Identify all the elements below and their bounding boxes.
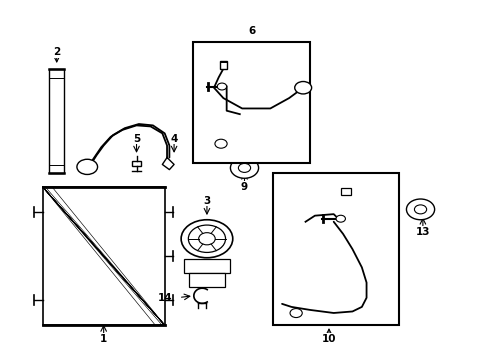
Circle shape [215,139,226,148]
Text: 1: 1 [100,334,107,344]
Circle shape [181,220,232,258]
Circle shape [217,83,226,90]
Circle shape [188,225,225,252]
Text: 5: 5 [133,134,140,144]
Bar [272,173,399,325]
Text: 13: 13 [415,227,429,237]
Circle shape [289,309,302,318]
Text: 8: 8 [254,58,262,67]
Circle shape [238,163,250,172]
Text: 9: 9 [241,182,247,192]
Text: 7: 7 [191,85,199,95]
Circle shape [294,81,311,94]
Bar [183,260,230,273]
Bar [340,188,350,195]
Text: 11: 11 [277,199,291,209]
Circle shape [77,159,98,175]
Text: 10: 10 [321,334,336,344]
Bar [219,61,226,69]
Circle shape [414,205,426,214]
Bar [42,187,164,325]
Circle shape [230,158,258,178]
Circle shape [335,215,345,222]
Circle shape [198,233,215,245]
Text: 3: 3 [203,196,210,206]
Bar [192,42,309,163]
Bar [49,69,64,173]
Text: 14: 14 [157,293,172,302]
Text: 4: 4 [170,134,178,144]
Text: 6: 6 [247,26,255,36]
Bar [188,273,224,287]
Text: 2: 2 [53,47,60,57]
Text: 12: 12 [272,175,286,185]
Bar [132,161,141,166]
Circle shape [406,199,434,220]
